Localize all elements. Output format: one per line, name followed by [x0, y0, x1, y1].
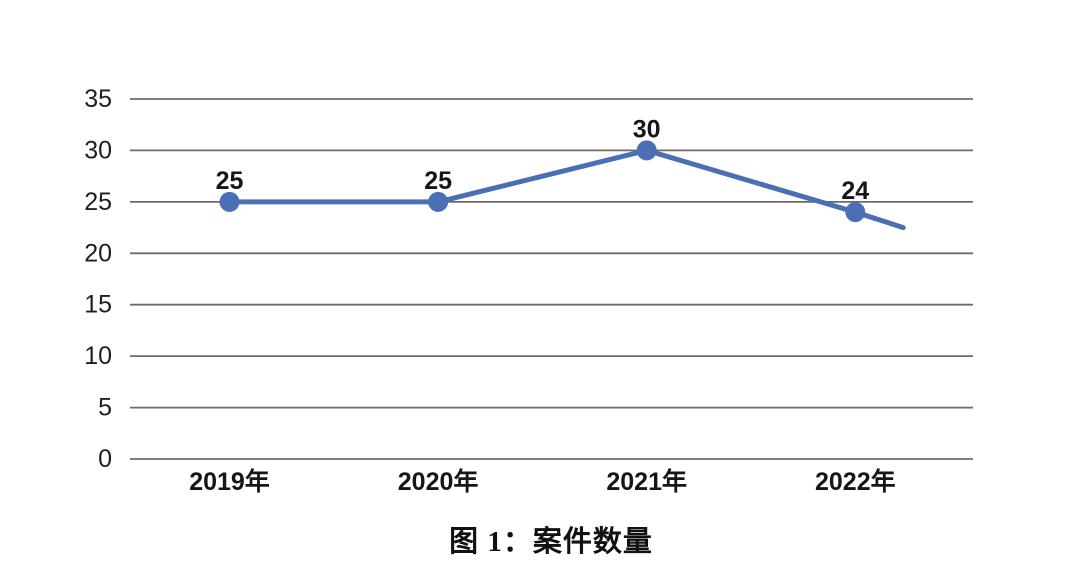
data-point-marker	[845, 202, 866, 223]
data-point-label: 24	[841, 177, 869, 205]
data-point-marker	[428, 191, 449, 212]
x-axis-tick-label: 2022年	[815, 467, 896, 496]
y-axis-tick-label: 5	[98, 394, 112, 422]
data-point-label: 25	[216, 167, 244, 195]
y-axis-tick-label: 15	[84, 291, 112, 319]
y-axis-tick-label: 10	[84, 342, 112, 370]
y-axis-tick-label: 0	[98, 445, 112, 473]
y-axis-tick-label: 30	[84, 136, 112, 164]
y-axis-tick-label: 25	[84, 188, 112, 216]
data-point-marker	[636, 140, 657, 161]
x-axis-tick-label: 2020年	[398, 467, 479, 496]
y-axis-tick-label: 20	[84, 239, 112, 267]
x-axis-tick-label: 2019年	[189, 467, 270, 496]
series-line	[227, 147, 906, 231]
line-chart: 0 5 10 15 20 25 30 35 2019年 2020年 2021年 2022年 25 25 30…	[84, 85, 973, 496]
y-axis-tick-label: 35	[84, 85, 112, 113]
data-point-label: 30	[633, 115, 661, 143]
figure-caption: 图 1：案件数量	[449, 526, 653, 558]
x-axis-tick-label: 2021年	[606, 467, 687, 496]
data-point-marker	[219, 191, 240, 212]
data-point-label: 25	[424, 167, 452, 195]
